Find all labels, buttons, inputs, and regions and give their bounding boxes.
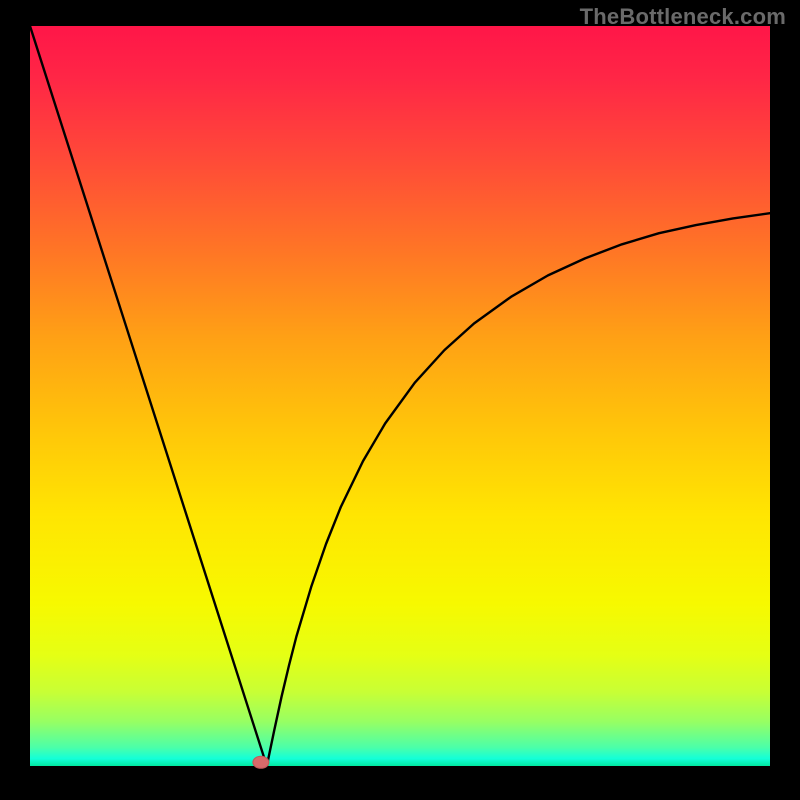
optimal-marker (253, 756, 269, 768)
chart-background (30, 26, 770, 766)
bottleneck-chart (0, 0, 800, 800)
chart-container: TheBottleneck.com (0, 0, 800, 800)
